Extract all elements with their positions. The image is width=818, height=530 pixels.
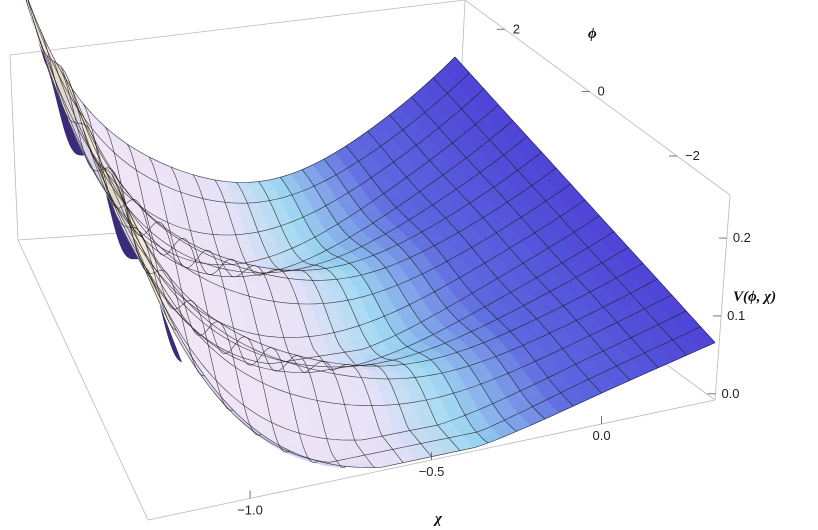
potential-tick-label: 0.2 (733, 230, 751, 245)
mesh-line-phi (345, 145, 574, 407)
mesh-line-phi (170, 166, 347, 468)
box-edge (464, 0, 731, 196)
mesh-line-phi (432, 77, 687, 356)
mesh-line-phi (27, 0, 149, 271)
box-edge (9, 0, 466, 56)
chi-axis-title: χ (433, 511, 443, 527)
chi-tick-label: −1.0 (237, 502, 263, 517)
chi-tick-label: −0.5 (419, 464, 445, 479)
mesh-line-phi (279, 177, 489, 444)
potential-tick-label: 0.0 (721, 386, 739, 401)
potential-tick-label: 0.1 (727, 308, 745, 323)
mesh-line-phi (61, 72, 205, 377)
box-edge (714, 194, 731, 401)
mesh-line-phi (301, 169, 517, 432)
phi-tick-label: −2 (685, 148, 700, 163)
surface (25, 0, 716, 469)
mesh-line-phi (389, 114, 631, 381)
axis-ticks: −1.0 −0.5 0.0 2 0 −2 0.0 0.1 0.2 (237, 21, 751, 517)
box-edge (9, 54, 19, 241)
phi-tick-label: 2 (513, 21, 520, 36)
mesh-line-phi (105, 126, 262, 436)
mesh-line-phi (39, 28, 177, 331)
mesh-line-phi (192, 174, 375, 468)
mesh-line-phi (411, 96, 659, 368)
mesh-line-phi (214, 179, 404, 463)
mesh-line-phi (258, 181, 461, 451)
chi-tick-label: 0.0 (593, 428, 611, 443)
mesh-line-phi (236, 182, 432, 457)
phi-tick-label: 0 (598, 84, 605, 99)
mesh-line-phi (83, 103, 234, 411)
mesh-line-phi (148, 156, 319, 463)
mesh-line-phi (127, 143, 290, 453)
mesh-line-phi (323, 158, 546, 420)
potential-axis-title: V(ϕ, χ) (733, 289, 776, 305)
mesh-line-phi (367, 131, 602, 394)
phi-axis-title: ϕ (588, 26, 597, 42)
box-edge (17, 239, 149, 521)
mesh-line-phi (454, 56, 716, 343)
